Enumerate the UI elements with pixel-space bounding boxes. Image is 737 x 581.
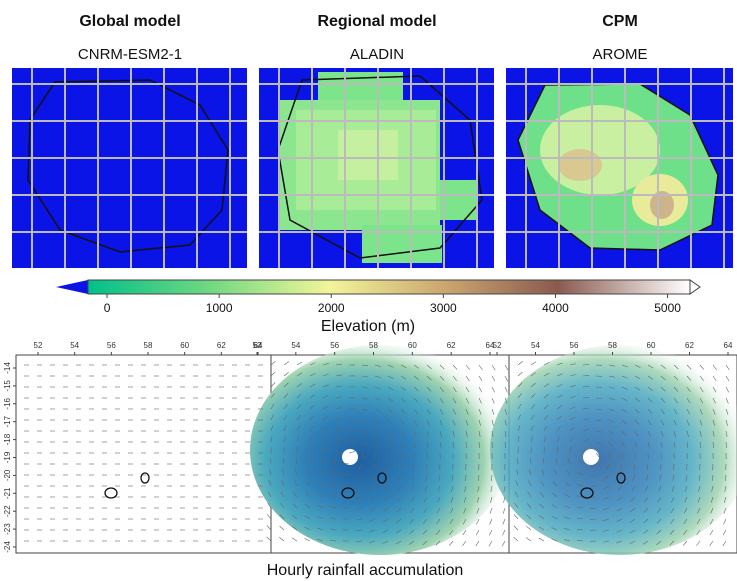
lon-tick-label: 52 — [34, 341, 43, 350]
lon-tick-label: 56 — [107, 341, 116, 350]
lat-tick-label: -16 — [3, 397, 12, 409]
colorbar-tick-label: 4000 — [542, 301, 569, 315]
lon-tick-label: 58 — [369, 341, 378, 350]
colorbar-tick-label: 2000 — [318, 301, 345, 315]
caption: Hourly rainfall accumulation — [267, 562, 464, 579]
lon-tick-label: 52 — [253, 341, 262, 350]
lon-tick-label: 56 — [330, 341, 339, 350]
lat-tick-label: -24 — [3, 541, 12, 553]
lat-tick-label: -19 — [3, 451, 12, 463]
colorbar-tick-label: 5000 — [654, 301, 681, 315]
rainfall-maps: 5254565860626452545658606264525456586062… — [3, 341, 737, 555]
lon-tick-label: 58 — [608, 341, 617, 350]
colorbar-tick-label: 1000 — [206, 301, 233, 315]
lon-tick-label: 62 — [217, 341, 226, 350]
lat-tick-label: -21 — [3, 487, 12, 499]
lon-tick-label: 60 — [647, 341, 656, 350]
regional-map — [259, 68, 494, 268]
lon-tick-label: 64 — [724, 341, 733, 350]
lon-tick-label: 60 — [180, 341, 189, 350]
global-map — [12, 68, 247, 268]
lat-tick-label: -22 — [3, 505, 12, 517]
panel-title: Regional model — [317, 13, 436, 30]
lon-tick-label: 62 — [685, 341, 694, 350]
lon-tick-label: 58 — [144, 341, 153, 350]
cyclone-eye — [583, 449, 599, 465]
lon-tick-label: 52 — [493, 341, 502, 350]
lon-tick-label: 54 — [531, 341, 540, 350]
lat-tick-label: -14 — [3, 362, 12, 374]
lat-tick-label: -15 — [3, 380, 12, 392]
colorbar-tick-label: 3000 — [430, 301, 457, 315]
figure: Global model CNRM-ESM2-1 Regional model … — [0, 0, 737, 581]
lon-tick-label: 60 — [408, 341, 417, 350]
lon-tick-label: 56 — [570, 341, 579, 350]
lat-tick-label: -18 — [3, 433, 12, 445]
lat-tick-label: -20 — [3, 469, 12, 481]
colorbar-extend-low — [56, 280, 88, 294]
panel-subtitle: ALADIN — [350, 46, 404, 63]
titles: Global model CNRM-ESM2-1 Regional model … — [78, 13, 648, 63]
colorbar-extend-high — [690, 280, 700, 294]
cpm-map — [506, 68, 733, 268]
panel-subtitle: CNRM-ESM2-1 — [78, 46, 182, 63]
colorbar-tick-label: 0 — [104, 301, 111, 315]
panel-title: Global model — [79, 13, 180, 30]
lon-tick-label: 62 — [447, 341, 456, 350]
peak — [558, 149, 602, 181]
lon-tick-label: 54 — [70, 341, 79, 350]
rain-panel — [16, 355, 271, 553]
lon-tick-label: 54 — [291, 341, 300, 350]
panel-subtitle: AROME — [592, 46, 647, 63]
colorbar: 0 1000 2000 3000 4000 5000 — [56, 280, 700, 315]
ocean — [12, 68, 247, 268]
panel-title: CPM — [602, 13, 638, 30]
rain-field — [250, 345, 510, 555]
lat-tick-label: -17 — [3, 415, 12, 427]
colorbar-body — [88, 280, 690, 294]
cyclone-eye — [342, 449, 358, 465]
lat-tick-label: -23 — [3, 523, 12, 535]
colorbar-label: Elevation (m) — [321, 318, 415, 335]
